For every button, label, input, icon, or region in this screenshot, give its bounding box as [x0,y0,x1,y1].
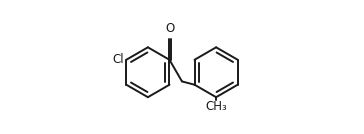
Text: O: O [166,22,175,35]
Text: Cl: Cl [113,53,124,66]
Text: CH₃: CH₃ [205,100,227,113]
